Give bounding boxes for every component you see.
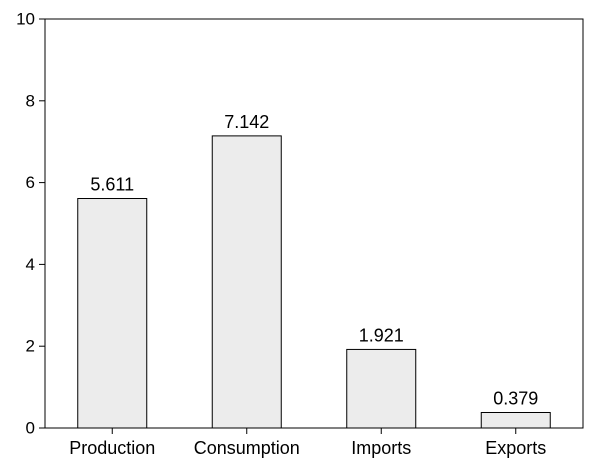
y-tick-label: 0: [26, 419, 35, 438]
x-category-label: Production: [69, 438, 155, 458]
bar-exports: [480, 411, 551, 429]
y-tick-label: 10: [16, 10, 35, 29]
data-label: 0.379: [493, 388, 538, 408]
axes-group: [39, 18, 584, 434]
data-label: 1.921: [359, 325, 404, 345]
bar-imports: [346, 348, 417, 429]
plot-frame: [44, 18, 584, 429]
labels-group: 0 2 4 6 8 10 5.611 Production 7.142 Consumption 1.…: [16, 10, 546, 459]
x-category-label: Imports: [351, 438, 411, 458]
bar-production: [77, 198, 148, 429]
data-label: 7.142: [224, 112, 269, 132]
x-category-label: Consumption: [194, 438, 300, 458]
x-category-label: Exports: [485, 438, 546, 458]
y-tick-label: 2: [26, 337, 35, 356]
data-label: 5.611: [90, 175, 134, 195]
bars-group: [77, 135, 551, 429]
y-tick-label: 8: [26, 91, 35, 110]
y-tick-label: 6: [26, 173, 35, 192]
bar-consumption: [211, 135, 282, 429]
y-tick-label: 4: [26, 255, 35, 274]
